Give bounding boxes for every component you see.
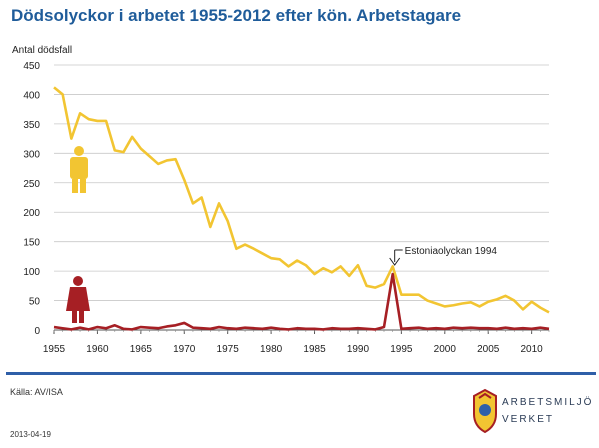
y-tick-labels: 0 50 100 150 200 250 300 350 400 450 <box>23 61 40 337</box>
annotation: Estoniaolyckan 1994 <box>389 246 498 266</box>
y-tick-label: 150 <box>23 238 40 249</box>
y-tick-label: 300 <box>23 149 40 160</box>
footer-divider <box>6 372 596 375</box>
x-tick-label: 1955 <box>43 344 66 355</box>
x-tick-label: 1970 <box>173 344 196 355</box>
annotation-label: Estoniaolyckan 1994 <box>405 246 498 257</box>
annotation-arrowhead <box>389 257 401 266</box>
logo-text: ARBETSMILJÖ VERKET <box>502 394 593 428</box>
arbetsmiljoverket-logo: ARBETSMILJÖ VERKET <box>470 388 593 440</box>
x-tick-label: 2010 <box>521 344 544 355</box>
x-tick-label: 1995 <box>390 344 413 355</box>
x-tick-label: 1980 <box>260 344 283 355</box>
line-chart: 0 50 100 150 200 250 300 350 400 450 1955 1960 1965… <box>12 45 550 355</box>
chart-title: Dödsolyckor i arbetet 1955-2012 efter kö… <box>11 6 462 25</box>
x-tick-label: 1985 <box>303 344 326 355</box>
x-tick-label: 1965 <box>130 344 153 355</box>
y-tick-label: 400 <box>23 90 40 101</box>
y-tick-label: 350 <box>23 120 40 131</box>
x-tick-labels: 1955 1960 1965 1970 1975 1980 1985 1990 1995 2000… <box>43 330 550 355</box>
series-lines <box>53 86 550 331</box>
woman-figure-icon <box>66 276 90 323</box>
y-tick-label: 100 <box>23 267 40 278</box>
x-tick-label: 2005 <box>477 344 500 355</box>
crest-icon <box>473 388 497 434</box>
y-tick-label: 250 <box>23 179 40 190</box>
y-tick-label: 450 <box>23 61 40 72</box>
y-axis-label: Antal dödsfall <box>12 45 72 56</box>
y-tick-label: 50 <box>29 297 41 308</box>
y-tick-label: 0 <box>34 326 40 337</box>
logo-line-1: ARBETSMILJÖ <box>502 397 594 408</box>
x-tick-label: 1960 <box>86 344 109 355</box>
grid-lines <box>54 64 549 331</box>
x-tick-label: 1975 <box>217 344 240 355</box>
date-label: 2013-04-19 <box>10 430 51 439</box>
x-tick-label: 2000 <box>434 344 457 355</box>
y-tick-label: 200 <box>23 208 40 219</box>
series-line-men <box>53 86 550 314</box>
logo-line-2: VERKET <box>502 414 555 425</box>
series-line-women <box>53 272 550 331</box>
x-tick-label: 1990 <box>347 344 370 355</box>
source-label: Källa: AV/ISA <box>10 387 63 397</box>
man-figure-icon <box>70 146 88 193</box>
